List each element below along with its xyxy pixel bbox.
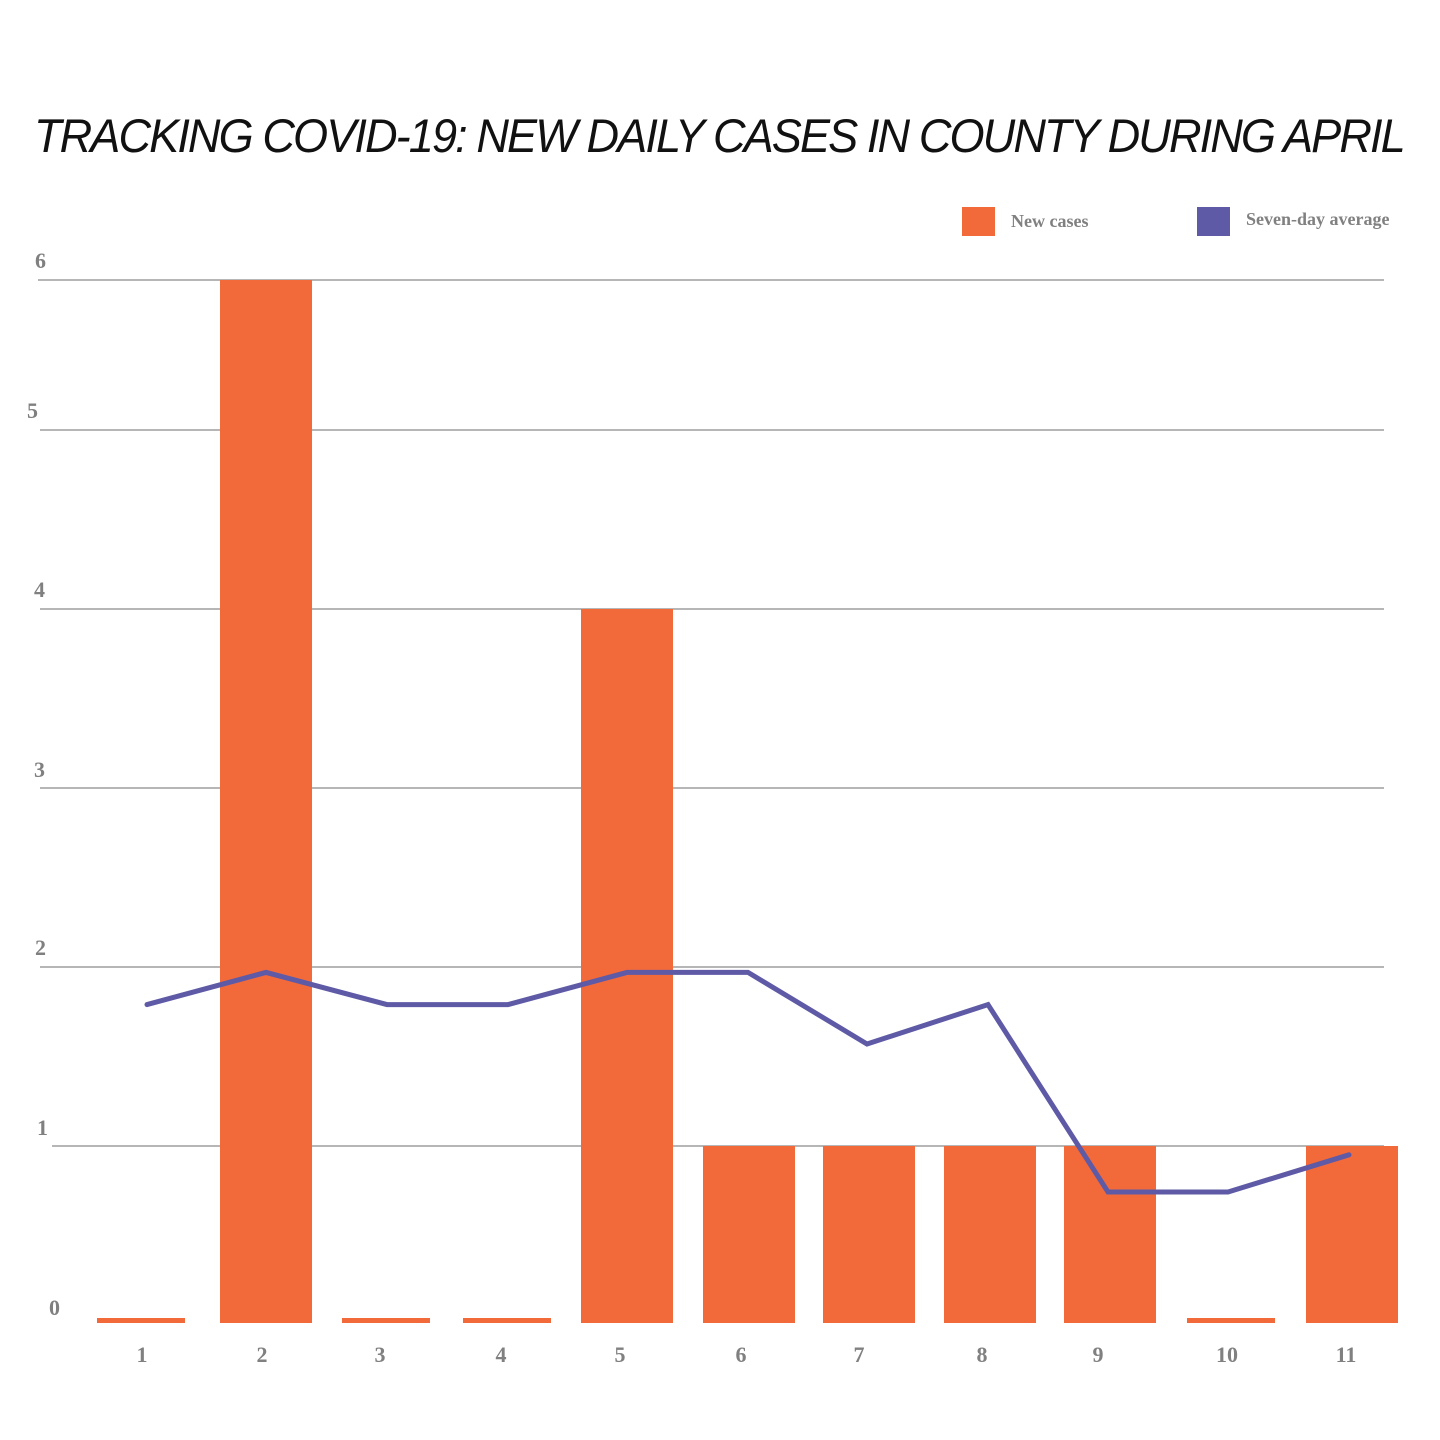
x-tick-label: 6 bbox=[736, 1342, 747, 1367]
x-tick-label: 8 bbox=[977, 1342, 988, 1367]
x-tick-label: 9 bbox=[1093, 1342, 1104, 1367]
bar bbox=[1306, 1146, 1398, 1323]
bar bbox=[220, 280, 312, 1323]
seven-day-average-line bbox=[144, 969, 1352, 1195]
x-tick-label: 3 bbox=[375, 1342, 386, 1367]
bar bbox=[581, 609, 673, 1323]
legend-label-seven-day-average: Seven-day average bbox=[1246, 209, 1390, 229]
y-tick-label: 4 bbox=[34, 577, 45, 602]
bar-zero bbox=[463, 1318, 551, 1323]
bar-zero bbox=[1187, 1318, 1275, 1323]
x-tick-label: 4 bbox=[496, 1342, 507, 1367]
legend-swatch-new-cases bbox=[962, 207, 995, 236]
bar bbox=[823, 1146, 915, 1323]
bar-series-new-cases bbox=[97, 280, 1398, 1323]
y-tick-label: 5 bbox=[27, 398, 38, 423]
y-tick-label: 6 bbox=[35, 248, 46, 273]
y-tick-label: 3 bbox=[34, 757, 45, 782]
y-tick-label: 1 bbox=[37, 1115, 48, 1140]
y-axis-ticks: 0 1 2 3 4 5 6 bbox=[27, 248, 60, 1320]
bar-zero bbox=[342, 1318, 430, 1323]
x-tick-label: 1 bbox=[137, 1342, 148, 1367]
x-tick-label: 5 bbox=[615, 1342, 626, 1367]
chart-title: TRACKING COVID-19: NEW DAILY CASES IN CO… bbox=[34, 109, 1406, 162]
bar bbox=[944, 1146, 1036, 1323]
x-tick-label: 11 bbox=[1336, 1342, 1357, 1367]
bar bbox=[1064, 1146, 1156, 1323]
x-tick-label: 2 bbox=[257, 1342, 268, 1367]
bar-zero bbox=[97, 1318, 185, 1323]
bar bbox=[703, 1146, 795, 1323]
line-series-seven-day-average bbox=[144, 969, 1352, 1195]
x-tick-label: 10 bbox=[1216, 1342, 1238, 1367]
x-tick-label: 7 bbox=[854, 1342, 865, 1367]
legend-label-new-cases: New cases bbox=[1011, 211, 1089, 231]
x-axis-ticks: 1 2 3 4 5 6 7 8 9 10 11 bbox=[137, 1342, 1357, 1367]
legend-swatch-seven-day-average bbox=[1197, 207, 1230, 236]
legend-item-seven-day-average: Seven-day average bbox=[1197, 207, 1389, 236]
legend-item-new-cases: New cases bbox=[962, 207, 1088, 236]
y-tick-label: 2 bbox=[35, 935, 46, 960]
y-tick-label: 0 bbox=[49, 1295, 60, 1320]
